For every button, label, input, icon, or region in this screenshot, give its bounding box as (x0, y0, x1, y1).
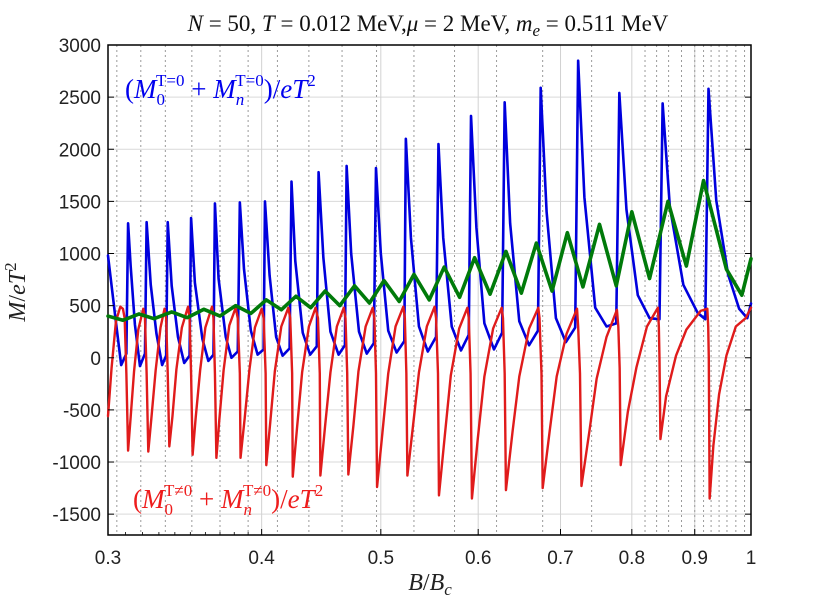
series-line-t-zero (106, 59, 753, 368)
annotation-t-nonzero: (M0T≠0 + MnT≠0)/eT2 (133, 481, 323, 519)
y-tick-label: -1000 (52, 453, 101, 474)
y-tick-label: 500 (69, 297, 101, 318)
y-tick-label: -1500 (52, 505, 101, 526)
y-tick-label: 1500 (59, 192, 101, 213)
y-tick-label: -500 (63, 401, 101, 422)
y-tick-label: 3000 (59, 36, 101, 57)
x-tick-label: 0.6 (465, 548, 491, 569)
series-line-total (106, 178, 753, 323)
y-tick-label: 2500 (59, 88, 101, 109)
x-tick-label: 0.3 (95, 548, 121, 569)
x-tick-label: 0.9 (682, 548, 708, 569)
series-lines (106, 59, 753, 500)
x-tick-label: 1 (746, 548, 757, 569)
x-axis-ticks: 0.3 0.4 0.5 0.6 0.7 0.8 0.9 1 (95, 529, 757, 569)
x-tick-label: 0.8 (619, 548, 645, 569)
plot-frame (107, 44, 752, 536)
x-tick-label: 0.5 (368, 548, 394, 569)
y-tick-label: 1000 (59, 245, 101, 266)
x-axis-label: B/Bc (408, 570, 452, 599)
y-tick-label: 0 (90, 349, 101, 370)
y-tick-label: 2000 (59, 140, 101, 161)
x-tick-label: 0.4 (248, 548, 275, 569)
chart-title: N = 50, T = 0.012 MeV,μ = 2 MeV, me = 0.… (187, 11, 669, 40)
annotation-t-zero: (M0T=0 + MnT=0)/eT2 (125, 71, 316, 109)
y-axis-label: M/eT2 (1, 262, 31, 322)
x-tick-label: 0.7 (547, 548, 573, 569)
y-axis-ticks: 3000 2500 2000 1500 1000 500 0 -500 -1000 -1500 (52, 36, 751, 526)
